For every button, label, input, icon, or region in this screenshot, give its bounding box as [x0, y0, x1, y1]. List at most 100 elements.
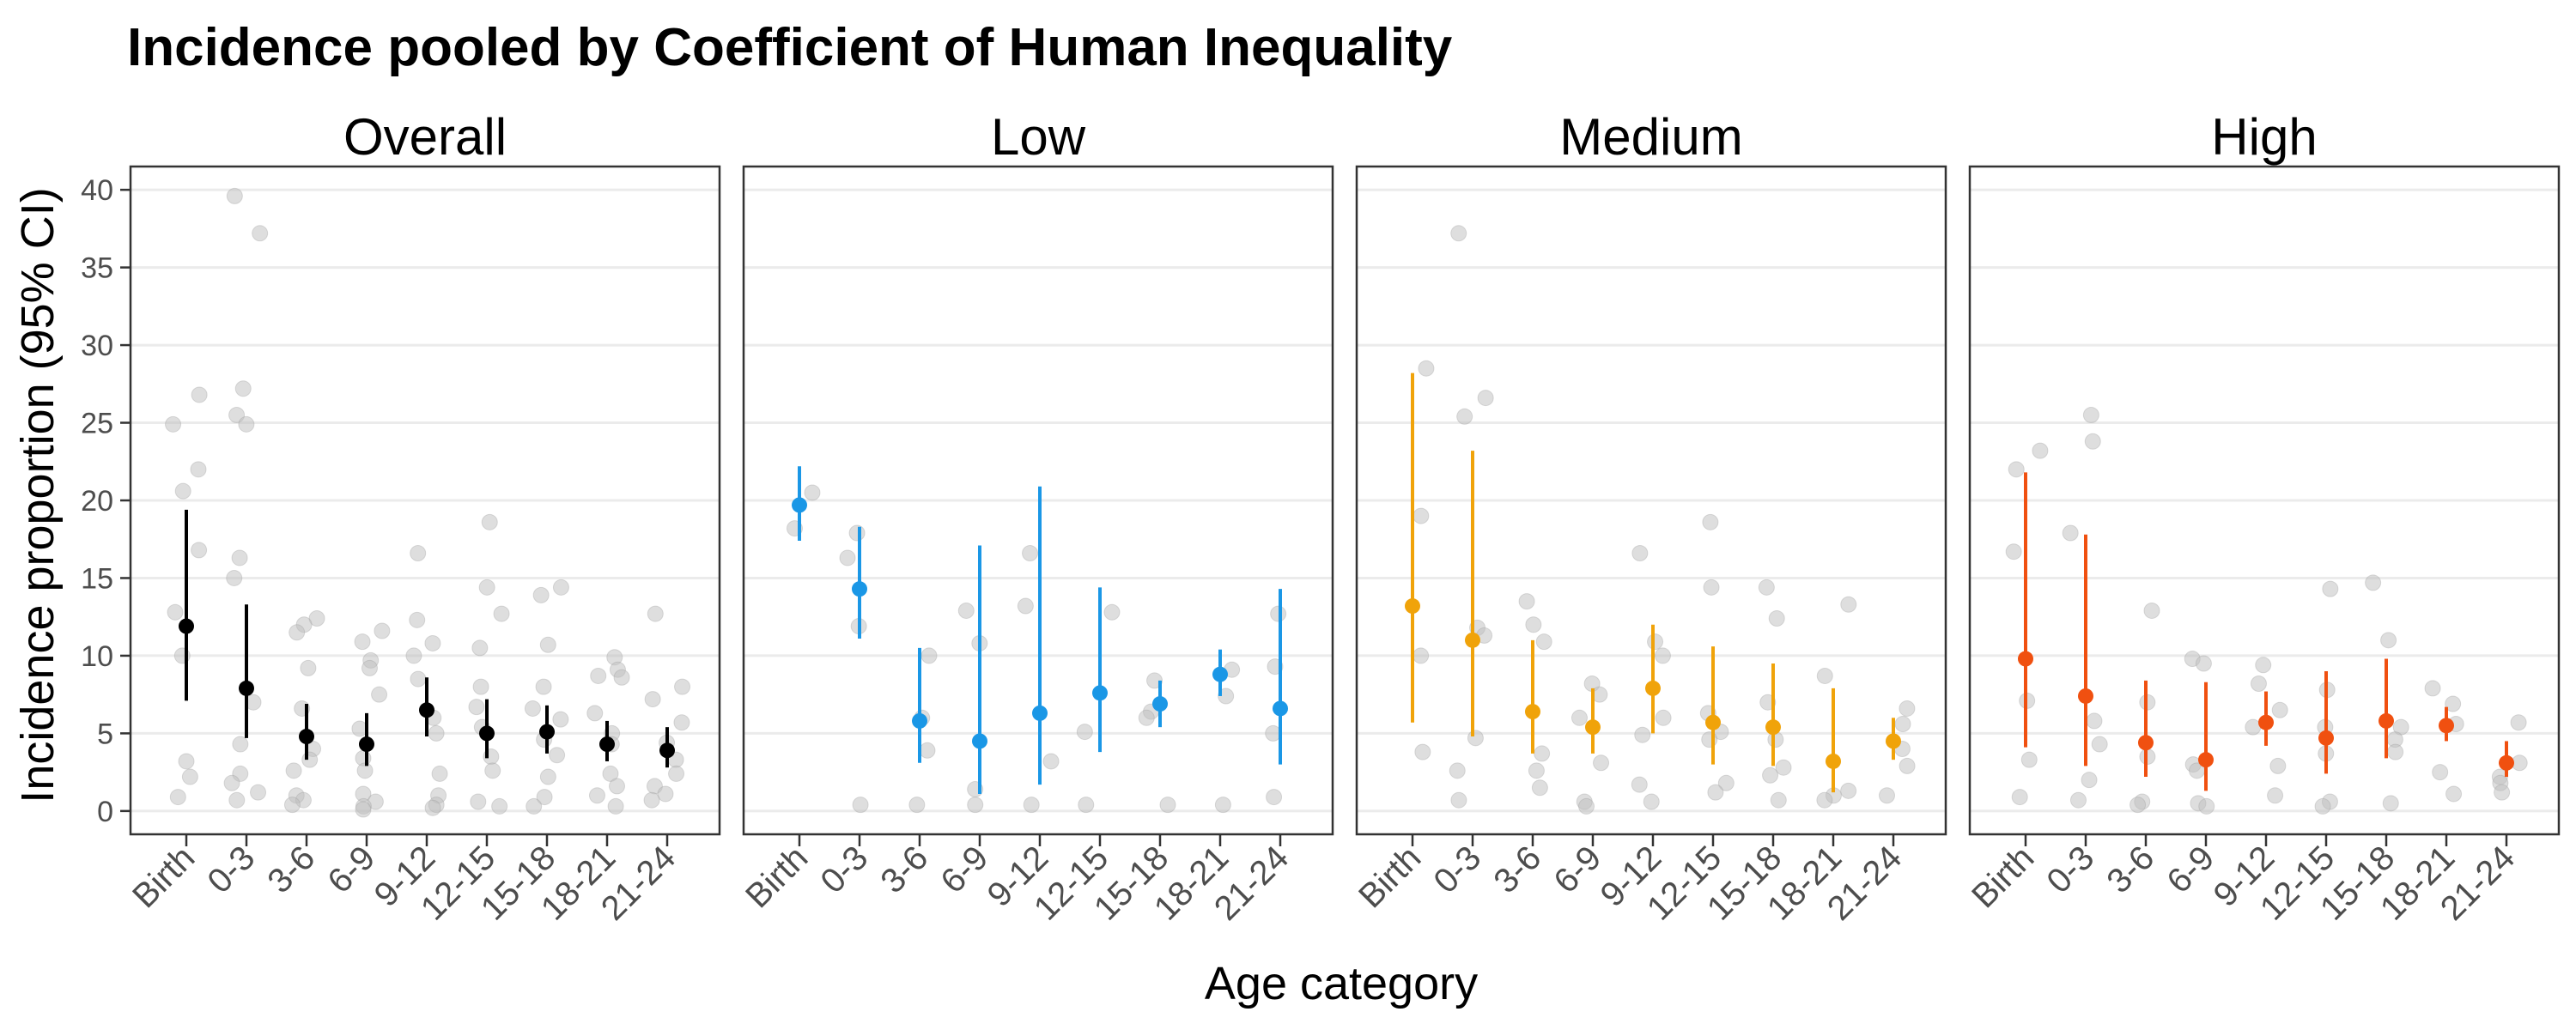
study-point [1022, 545, 1039, 562]
study-point [231, 549, 248, 566]
estimate-point [2499, 754, 2514, 771]
estimate-point [1032, 705, 1048, 721]
x-tick-label: Birth [1965, 839, 2041, 915]
panel-label: Overall [343, 108, 507, 166]
study-point [228, 791, 246, 809]
study-point [1571, 709, 1588, 726]
study-point [2005, 543, 2022, 560]
study-point [169, 789, 186, 806]
estimate-point [1273, 700, 1288, 717]
estimate-point [239, 680, 254, 696]
x-tick-label: Birth [1352, 839, 1428, 915]
study-point [1879, 787, 1896, 804]
study-point [1655, 709, 1672, 726]
study-point [1450, 791, 1467, 809]
study-point [491, 797, 508, 815]
study-point [2255, 657, 2272, 674]
study-point [1840, 596, 1857, 613]
y-tick-label: 20 [81, 485, 113, 518]
study-point [2032, 442, 2049, 459]
study-point [552, 711, 569, 728]
estimate-point [2258, 714, 2274, 730]
estimate-point [1645, 680, 1661, 696]
y-tick-label: 5 [97, 718, 113, 750]
panel-border [1355, 165, 1947, 836]
study-point [2510, 714, 2527, 731]
study-point [1413, 507, 1430, 524]
estimate-point [1525, 704, 1540, 720]
study-point [1042, 753, 1060, 770]
study-point [586, 705, 604, 722]
study-point [2250, 675, 2267, 692]
study-point [602, 765, 619, 782]
study-point [424, 799, 441, 816]
study-point [839, 549, 856, 566]
estimate-point [419, 702, 434, 718]
study-point [405, 647, 422, 664]
panels: OverallBirth0-33-66-99-1212-1515-1818-21… [81, 108, 2561, 928]
study-point [2494, 784, 2511, 801]
study-point [1816, 791, 1833, 809]
estimate-point [599, 736, 615, 753]
study-point [2084, 433, 2101, 450]
study-point [957, 602, 975, 619]
study-point [481, 513, 498, 530]
study-point [1717, 774, 1735, 791]
study-point [2129, 797, 2147, 814]
study-point [283, 797, 301, 814]
study-point [657, 785, 674, 803]
study-point [552, 579, 569, 596]
x-tick-label: 0-3 [813, 839, 875, 900]
estimate-point [1886, 733, 1901, 749]
estimate-point [1826, 753, 1841, 769]
study-point [2082, 406, 2099, 423]
y-tick-label: 25 [81, 408, 113, 440]
study-point [1525, 616, 1542, 633]
study-point [1701, 731, 1718, 748]
study-point [1702, 513, 1719, 530]
study-point [2086, 712, 2103, 730]
study-point [424, 634, 441, 651]
study-point [2143, 602, 2160, 619]
estimate-point [1212, 666, 1228, 682]
study-point [1218, 688, 1235, 705]
panel-border [1968, 165, 2561, 836]
x-tick-label: 3-6 [2099, 839, 2161, 900]
study-point [673, 714, 690, 731]
study-point [493, 605, 510, 622]
x-tick-label: 3-6 [1486, 839, 1548, 900]
study-point [1593, 754, 1610, 772]
study-point [1265, 724, 1282, 742]
study-point [804, 484, 821, 501]
study-point [2267, 787, 2284, 804]
study-point [2445, 695, 2462, 712]
chart-title: Incidence pooled by Coefficient of Human… [127, 18, 1453, 77]
x-axis-title: Age category [1205, 958, 1478, 1009]
x-tick-label: 0-3 [2039, 839, 2101, 900]
estimate-point [2018, 651, 2033, 667]
study-point [361, 659, 378, 676]
study-point [967, 797, 984, 814]
estimate-point [2379, 712, 2394, 729]
y-tick-label: 30 [81, 330, 113, 362]
study-point [1899, 700, 1916, 717]
study-point [1578, 797, 1595, 815]
study-point [1894, 716, 1911, 733]
study-point [588, 787, 605, 804]
x-tick-label: 0-3 [1426, 839, 1488, 900]
study-point [410, 670, 427, 688]
study-point [374, 622, 391, 639]
study-point [1643, 793, 1660, 810]
study-point [2062, 524, 2079, 542]
study-point [532, 586, 550, 603]
study-point [2380, 632, 2397, 649]
study-point [354, 633, 371, 651]
study-point [1762, 766, 1779, 784]
estimate-point [299, 729, 314, 745]
study-point [167, 603, 184, 621]
study-point [1528, 762, 1545, 779]
study-point [647, 605, 664, 622]
study-point [1413, 647, 1430, 664]
study-point [2365, 574, 2382, 591]
study-point [1631, 776, 1648, 793]
